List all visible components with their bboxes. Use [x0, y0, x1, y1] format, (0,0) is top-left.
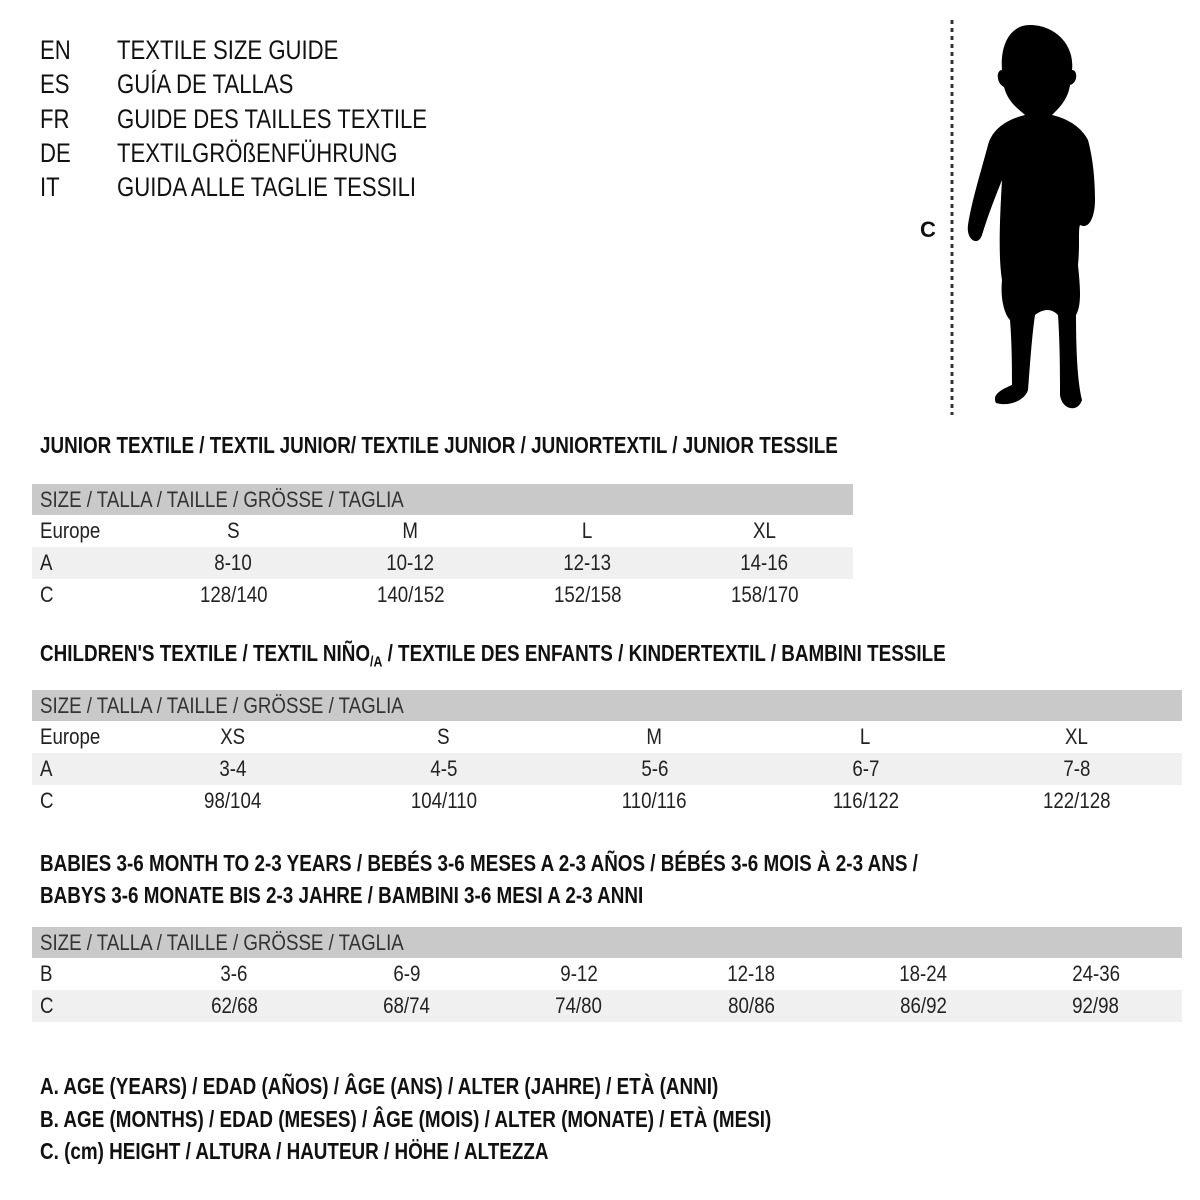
table-cell: 116/122	[832, 788, 899, 813]
babies-heading-line-1: BABIES 3-6 MONTH TO 2-3 YEARS / BEBÉS 3-…	[40, 850, 918, 876]
title-text: GUIDE DES TAILLES TEXTILE	[117, 103, 428, 134]
table-cell: S	[437, 724, 450, 749]
table-cell: 86/92	[837, 990, 1010, 1022]
babies-heading-line-2: BABYS 3-6 MONATE BIS 2-3 JAHRE / BAMBINI…	[40, 882, 644, 908]
table-cell: 4-5	[338, 753, 549, 785]
table-cell: M	[402, 518, 419, 543]
table-row: A 8-10 10-12 12-13 14-16	[32, 547, 854, 579]
table-cell: 9-12	[560, 961, 598, 986]
table-cell: 74/80	[492, 990, 666, 1022]
title-text: GUÍA DE TALLAS	[117, 69, 294, 100]
table-cell: L	[582, 518, 593, 543]
language-code: EN	[40, 35, 71, 65]
table-cell: 12-18	[727, 961, 776, 986]
size-header: SIZE / TALLA / TAILLE / GRÖSSE / TAGLIA	[32, 690, 1183, 721]
table-cell: M	[646, 724, 663, 749]
table-row: Europe S M L XL	[32, 515, 853, 547]
table-cell: 6-9	[393, 961, 421, 986]
legend-b: B. AGE (MONTHS) / EDAD (MESES) / ÂGE (MO…	[40, 1106, 772, 1132]
table-cell: XS	[220, 724, 245, 749]
children-size-table: SIZE / TALLA / TAILLE / GRÖSSE / TAGLIA E…	[32, 690, 1183, 817]
table-cell: 92/98	[1009, 990, 1182, 1022]
title-text: TEXTILE SIZE GUIDE	[117, 35, 339, 65]
babies-size-table: SIZE / TALLA / TAILLE / GRÖSSE / TAGLIA B…	[32, 927, 1182, 1022]
table-header-row: SIZE / TALLA / TAILLE / GRÖSSE / TAGLIA	[32, 927, 1182, 958]
table-cell: 3-4	[127, 753, 338, 785]
language-code: IT	[40, 172, 60, 203]
table-cell: S	[227, 518, 240, 543]
table-cell: 10-12	[322, 547, 499, 579]
table-cell: 18-24	[899, 961, 948, 986]
table-header-row: SIZE / TALLA / TAILLE / GRÖSSE / TAGLIA	[32, 690, 1183, 721]
junior-size-table: SIZE / TALLA / TAILLE / GRÖSSE / TAGLIA E…	[32, 484, 854, 611]
table-cell: XL	[1065, 724, 1088, 749]
table-cell: 68/74	[320, 990, 493, 1022]
table-cell: 6-7	[760, 753, 971, 785]
table-cell: 3-6	[220, 961, 248, 986]
table-row: Europe XS S M L XL	[32, 721, 1182, 753]
row-label: C	[32, 990, 149, 1022]
children-heading: CHILDREN'S TEXTILE / TEXTIL NIÑO/A / TEX…	[40, 640, 946, 671]
table-row: C 62/68 68/74 74/80 80/86 86/92 92/98	[32, 990, 1182, 1022]
table-cell: 14-16	[676, 547, 854, 579]
row-label: Europe	[40, 518, 101, 543]
junior-heading: JUNIOR TEXTILE / TEXTIL JUNIOR/ TEXTILE …	[40, 432, 838, 458]
table-cell: 12-13	[499, 547, 676, 579]
row-label: A	[32, 753, 127, 785]
table-cell: 152/158	[553, 582, 622, 607]
table-cell: 158/170	[730, 582, 799, 607]
table-cell: 128/140	[199, 582, 268, 607]
table-cell: L	[860, 724, 871, 749]
table-cell: XL	[753, 518, 776, 543]
row-label: Europe	[40, 724, 101, 749]
language-code: DE	[40, 137, 71, 168]
title-text: GUIDA ALLE TAGLIE TESSILI	[117, 172, 417, 203]
table-cell: 140/152	[376, 582, 445, 607]
table-cell: 80/86	[665, 990, 838, 1022]
table-cell: 7-8	[971, 753, 1183, 785]
language-code: FR	[40, 103, 70, 134]
title-text: TEXTILGRÖßENFÜHRUNG	[117, 137, 398, 168]
row-label: B	[40, 961, 53, 986]
height-label: C	[920, 217, 936, 242]
row-label: C	[40, 582, 54, 607]
row-label: A	[32, 547, 145, 579]
row-label: C	[40, 788, 54, 813]
table-row: B 3-6 6-9 9-12 12-18 18-24 24-36	[32, 958, 1182, 990]
table-header-row: SIZE / TALLA / TAILLE / GRÖSSE / TAGLIA	[32, 484, 854, 515]
table-cell: 62/68	[148, 990, 321, 1022]
size-header: SIZE / TALLA / TAILLE / GRÖSSE / TAGLIA	[32, 484, 854, 515]
table-cell: 122/128	[1042, 788, 1111, 813]
legend-c: C. (cm) HEIGHT / ALTURA / HAUTEUR / HÖHE…	[40, 1138, 549, 1164]
language-code: ES	[40, 69, 70, 100]
table-row: A 3-4 4-5 5-6 6-7 7-8	[32, 753, 1183, 785]
child-figure: C	[920, 15, 1150, 425]
table-cell: 98/104	[203, 788, 262, 813]
table-cell: 24-36	[1071, 961, 1120, 986]
table-cell: 5-6	[549, 753, 760, 785]
table-row: C 128/140 140/152 152/158 158/170	[32, 579, 853, 611]
table-cell: 8-10	[145, 547, 322, 579]
child-silhouette-icon	[950, 20, 1095, 415]
table-cell: 110/116	[622, 788, 687, 813]
table-cell: 104/110	[410, 788, 477, 813]
size-header: SIZE / TALLA / TAILLE / GRÖSSE / TAGLIA	[32, 927, 1182, 958]
table-row: C 98/104 104/110 110/116 116/122 122/128	[32, 785, 1182, 817]
legend-a: A. AGE (YEARS) / EDAD (AÑOS) / ÂGE (ANS)…	[40, 1073, 719, 1099]
